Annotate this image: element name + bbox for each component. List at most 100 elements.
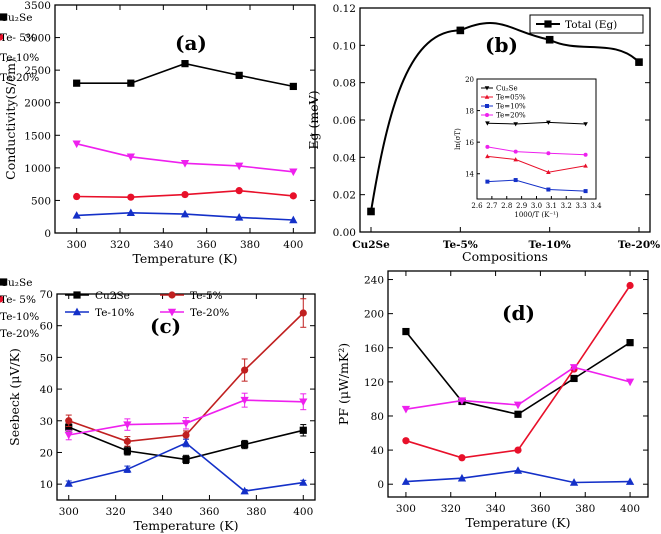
data-point [401, 405, 411, 414]
legend-marker [0, 278, 8, 286]
legend-marker [168, 291, 176, 299]
inset-x-tick-label: 3.2 [561, 202, 572, 210]
x-axis-label: Temperature (K) [133, 251, 238, 266]
inset-data-point [485, 153, 490, 159]
data-point [235, 187, 243, 195]
inset-data-point [546, 187, 551, 192]
data-point [123, 437, 131, 445]
data-point [513, 466, 523, 474]
data-point [570, 374, 578, 383]
legend-label: Te-5% [190, 290, 223, 302]
legend-label: Te-10% [0, 52, 39, 64]
y-tick-label: 3500 [24, 0, 51, 12]
data-point [73, 79, 81, 87]
legend-label: Te- 5% [0, 294, 36, 306]
data-point [235, 162, 244, 171]
data-point [181, 190, 189, 199]
y-tick-label: 120 [364, 377, 384, 389]
x-tick-label: 300 [59, 506, 79, 518]
data-point [241, 440, 249, 449]
inset-data-point [583, 152, 588, 157]
x-tick-label: 300 [67, 239, 87, 251]
inset-y-label: ln(σT) [454, 128, 462, 150]
data-point [182, 431, 190, 439]
series-2 [64, 438, 308, 495]
data-point [299, 309, 307, 317]
y-tick-label: 50 [40, 352, 53, 364]
data-point [569, 364, 579, 372]
data-point [457, 397, 467, 405]
data-point [626, 281, 634, 290]
data-point [64, 479, 73, 487]
panel-b: Cu2Se Te-5% Te-10% Te-20% 0.00 0.02 0.04 0.06 0.… [306, 3, 660, 264]
inset-legend-label: Cu₂Se [496, 85, 518, 93]
y-axis-label: Eg (meV) [306, 90, 321, 149]
x-tick-label: Te-10% [529, 239, 571, 251]
panel-label-a: (a) [175, 31, 207, 55]
data-point [180, 209, 190, 218]
inset-x-tick-label: 2.9 [516, 202, 527, 210]
x-axis-label: Temperature (K) [466, 515, 571, 530]
data-point [402, 437, 410, 445]
data-point [65, 417, 73, 425]
data-point [123, 421, 132, 429]
data-point [72, 211, 81, 219]
data-point [289, 168, 298, 177]
inset-legend-marker [485, 104, 489, 108]
inset-data-point [546, 151, 551, 156]
y-tick-label: 0.12 [333, 3, 356, 15]
data-point [626, 339, 634, 347]
legend-label: Te-20% [0, 72, 39, 84]
inset-x-label: 1000/T (K⁻¹) [514, 211, 559, 219]
legend-label: Te-20% [0, 328, 39, 340]
x-tick-label: 320 [441, 503, 461, 515]
y-tick-label: 60 [40, 321, 53, 333]
data-point [402, 327, 410, 336]
x-tick-label: 320 [110, 239, 130, 251]
data-point [126, 153, 135, 162]
y-axis-label: Conductivity(S/cm) [3, 58, 18, 180]
y-tick-label: 0.00 [333, 227, 356, 239]
inset-series-line [487, 146, 586, 156]
legend-marker [0, 13, 8, 21]
panel-label-c: (c) [150, 314, 181, 338]
panel-a: 300 320 340 360 380 400 0 500 1000 1500 2000 2500 30… [0, 0, 316, 266]
inset-data-point [546, 169, 551, 174]
y-tick-label: 2500 [24, 65, 51, 77]
y-tick-label: 200 [364, 309, 384, 321]
inset-y-tick-label: 20 [465, 76, 474, 84]
legend-label: Te-10% [95, 307, 134, 319]
panel-label-d: (d) [502, 301, 535, 325]
inset-x-tick-label: 2.6 [471, 202, 483, 210]
series-2 [72, 208, 298, 224]
data-point [513, 401, 523, 410]
inset-x-tick-label: 3.4 [590, 202, 602, 210]
plot-frame [387, 270, 649, 498]
legend-label: Cu₂Se [0, 12, 32, 24]
legend-label: Total (Eg) [565, 19, 617, 31]
series-1 [73, 187, 297, 201]
inset-x-tick-label: 3.3 [576, 202, 587, 210]
inset-plot: 2.6 2.7 2.8 2.9 3.0 3.1 3.2 3.3 3.4 14 16 18 20 1000/… [454, 76, 602, 219]
data-point [126, 208, 135, 217]
data-point [514, 446, 522, 454]
x-tick-label: 340 [153, 239, 173, 251]
inset-data-point [485, 144, 490, 149]
inset-series-line [487, 155, 586, 173]
x-tick-label: 340 [153, 506, 173, 518]
x-tick-label: Cu2Se [352, 239, 390, 251]
data-point [458, 454, 466, 462]
y-tick-label: 40 [371, 445, 384, 457]
x-tick-label: Te-20% [618, 239, 660, 251]
data-point [367, 207, 375, 216]
x-tick-label: 340 [486, 503, 506, 515]
data-point [127, 79, 135, 87]
data-point [625, 477, 635, 485]
inset-data-point [513, 178, 518, 183]
legend-label: Te-20% [190, 307, 229, 319]
inset-y-tick-label: 16 [465, 139, 474, 147]
x-tick-label: 380 [575, 503, 595, 515]
data-point [299, 426, 307, 434]
y-tick-label: 0.04 [333, 152, 357, 164]
